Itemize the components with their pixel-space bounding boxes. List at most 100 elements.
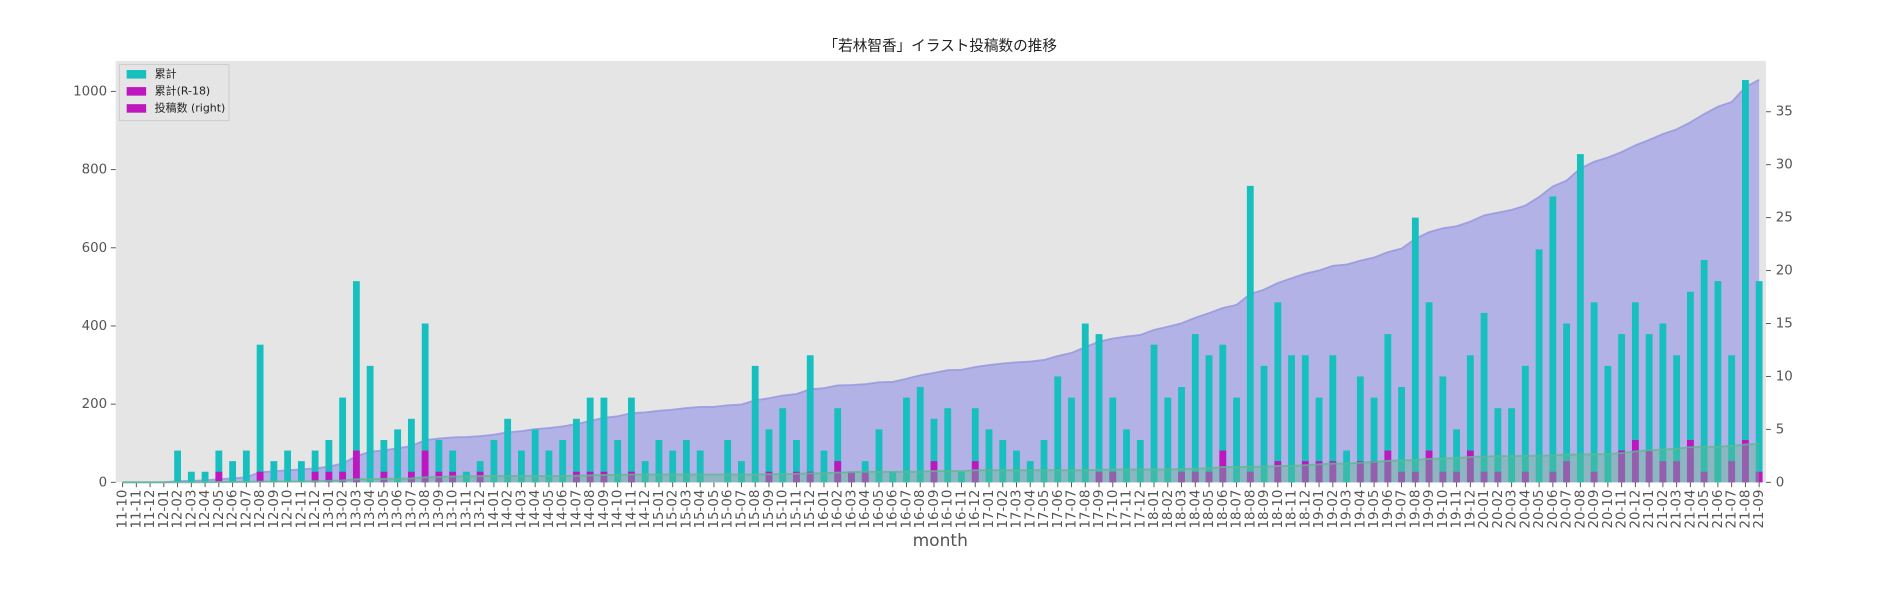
- chart-title: 「若林智香」イラスト投稿数の推移: [824, 37, 1057, 54]
- x-tick-label: 18-06: [1216, 490, 1231, 529]
- x-tick-label: 13-11: [459, 490, 474, 529]
- y2-tick-label: 15: [1776, 317, 1793, 332]
- bar: [1136, 439, 1144, 483]
- bar: [1659, 323, 1667, 483]
- legend-swatch: [126, 70, 147, 79]
- bar: [600, 471, 608, 483]
- x-tick-label: 19-04: [1353, 490, 1368, 529]
- bar: [407, 418, 415, 483]
- bar: [311, 450, 319, 483]
- bar: [421, 450, 429, 483]
- x-tick-label: 15-07: [734, 490, 749, 529]
- x-tick-label: 14-11: [624, 490, 639, 529]
- bar: [861, 471, 869, 483]
- x-tick-label: 17-04: [1023, 490, 1038, 529]
- bar: [614, 439, 622, 483]
- bar: [1686, 439, 1694, 483]
- x-tick-label: 16-03: [844, 490, 859, 529]
- bar: [1439, 376, 1447, 483]
- x-tick-label: 16-12: [968, 490, 983, 529]
- bar: [1563, 323, 1571, 483]
- bar: [297, 461, 305, 483]
- x-tick-label: 21-04: [1683, 490, 1698, 529]
- bar: [1480, 312, 1488, 483]
- x-tick-label: 11-12: [143, 490, 158, 529]
- bar: [683, 439, 690, 483]
- x-tick-label: 14-01: [487, 490, 502, 529]
- x-tick-label: 18-05: [1202, 490, 1217, 529]
- x-tick-label: 12-10: [281, 490, 296, 529]
- x-tick-label: 19-06: [1381, 490, 1396, 529]
- bar: [1673, 461, 1681, 483]
- bar: [1521, 365, 1529, 483]
- x-tick-label: 17-05: [1037, 490, 1052, 529]
- bar: [1191, 334, 1199, 483]
- x-tick-label: 12-08: [253, 490, 268, 529]
- x-tick-label: 20-09: [1587, 490, 1602, 529]
- bar: [187, 471, 195, 483]
- bar: [215, 471, 223, 483]
- bar: [1673, 355, 1681, 483]
- x-tick-label: 16-05: [872, 490, 887, 529]
- y2-tick-label: 20: [1776, 264, 1793, 279]
- x-tick-label: 20-07: [1560, 490, 1575, 529]
- x-tick-label: 17-12: [1133, 490, 1148, 529]
- bar: [504, 418, 512, 483]
- x-tick-label: 17-08: [1078, 490, 1093, 529]
- bar: [586, 471, 594, 483]
- x-tick-label: 18-01: [1147, 490, 1162, 529]
- bar: [256, 344, 264, 483]
- bar: [1549, 471, 1557, 483]
- bar: [270, 461, 278, 483]
- legend-label: 投稿数 (right): [155, 100, 226, 114]
- y-tick-label: 800: [82, 163, 108, 178]
- x-tick-label: 14-08: [583, 490, 598, 529]
- bar: [1095, 334, 1103, 483]
- bar: [1466, 450, 1474, 483]
- y-tick-label: 1000: [73, 84, 107, 99]
- bar: [1425, 450, 1433, 483]
- bar: [1329, 461, 1337, 483]
- bar: [311, 471, 319, 483]
- bar: [999, 439, 1007, 483]
- bar: [1315, 397, 1323, 483]
- bar: [1535, 249, 1543, 483]
- bar: [573, 471, 580, 483]
- bar: [1384, 334, 1392, 483]
- x-tick-label: 12-03: [184, 490, 199, 529]
- x-tick-label: 14-12: [638, 490, 653, 529]
- bar: [1274, 461, 1282, 483]
- bar: [1260, 365, 1268, 483]
- x-tick-label: 14-06: [556, 490, 571, 529]
- bar: [339, 471, 347, 483]
- x-tick-label: 17-02: [996, 490, 1011, 529]
- bar: [1618, 450, 1626, 483]
- x-tick-label: 19-12: [1463, 490, 1478, 529]
- bar: [394, 429, 402, 483]
- bar: [751, 365, 759, 483]
- x-tick-label: 15-10: [776, 490, 791, 529]
- bar: [201, 471, 209, 483]
- y2-tick-label: 10: [1776, 369, 1793, 384]
- y-tick-label: 0: [99, 475, 108, 490]
- x-tick-label: 20-06: [1546, 490, 1561, 529]
- x-axis-label: month: [913, 531, 968, 551]
- y2-tick-label: 30: [1776, 158, 1793, 173]
- x-tick-label: 12-09: [267, 490, 282, 529]
- x-tick-label: 16-08: [913, 490, 928, 529]
- x-tick-label: 15-05: [707, 490, 722, 529]
- bar: [806, 471, 814, 483]
- bar: [600, 397, 608, 483]
- x-tick-label: 16-07: [899, 490, 914, 529]
- bar: [971, 461, 979, 483]
- x-tick-label: 15-06: [721, 490, 736, 529]
- x-tick-label: 15-12: [803, 490, 818, 529]
- x-tick-label: 13-05: [377, 490, 392, 529]
- bar: [1659, 461, 1667, 483]
- bar: [1068, 397, 1075, 483]
- bar: [229, 461, 237, 483]
- bar: [1026, 461, 1034, 483]
- bar: [1494, 408, 1502, 483]
